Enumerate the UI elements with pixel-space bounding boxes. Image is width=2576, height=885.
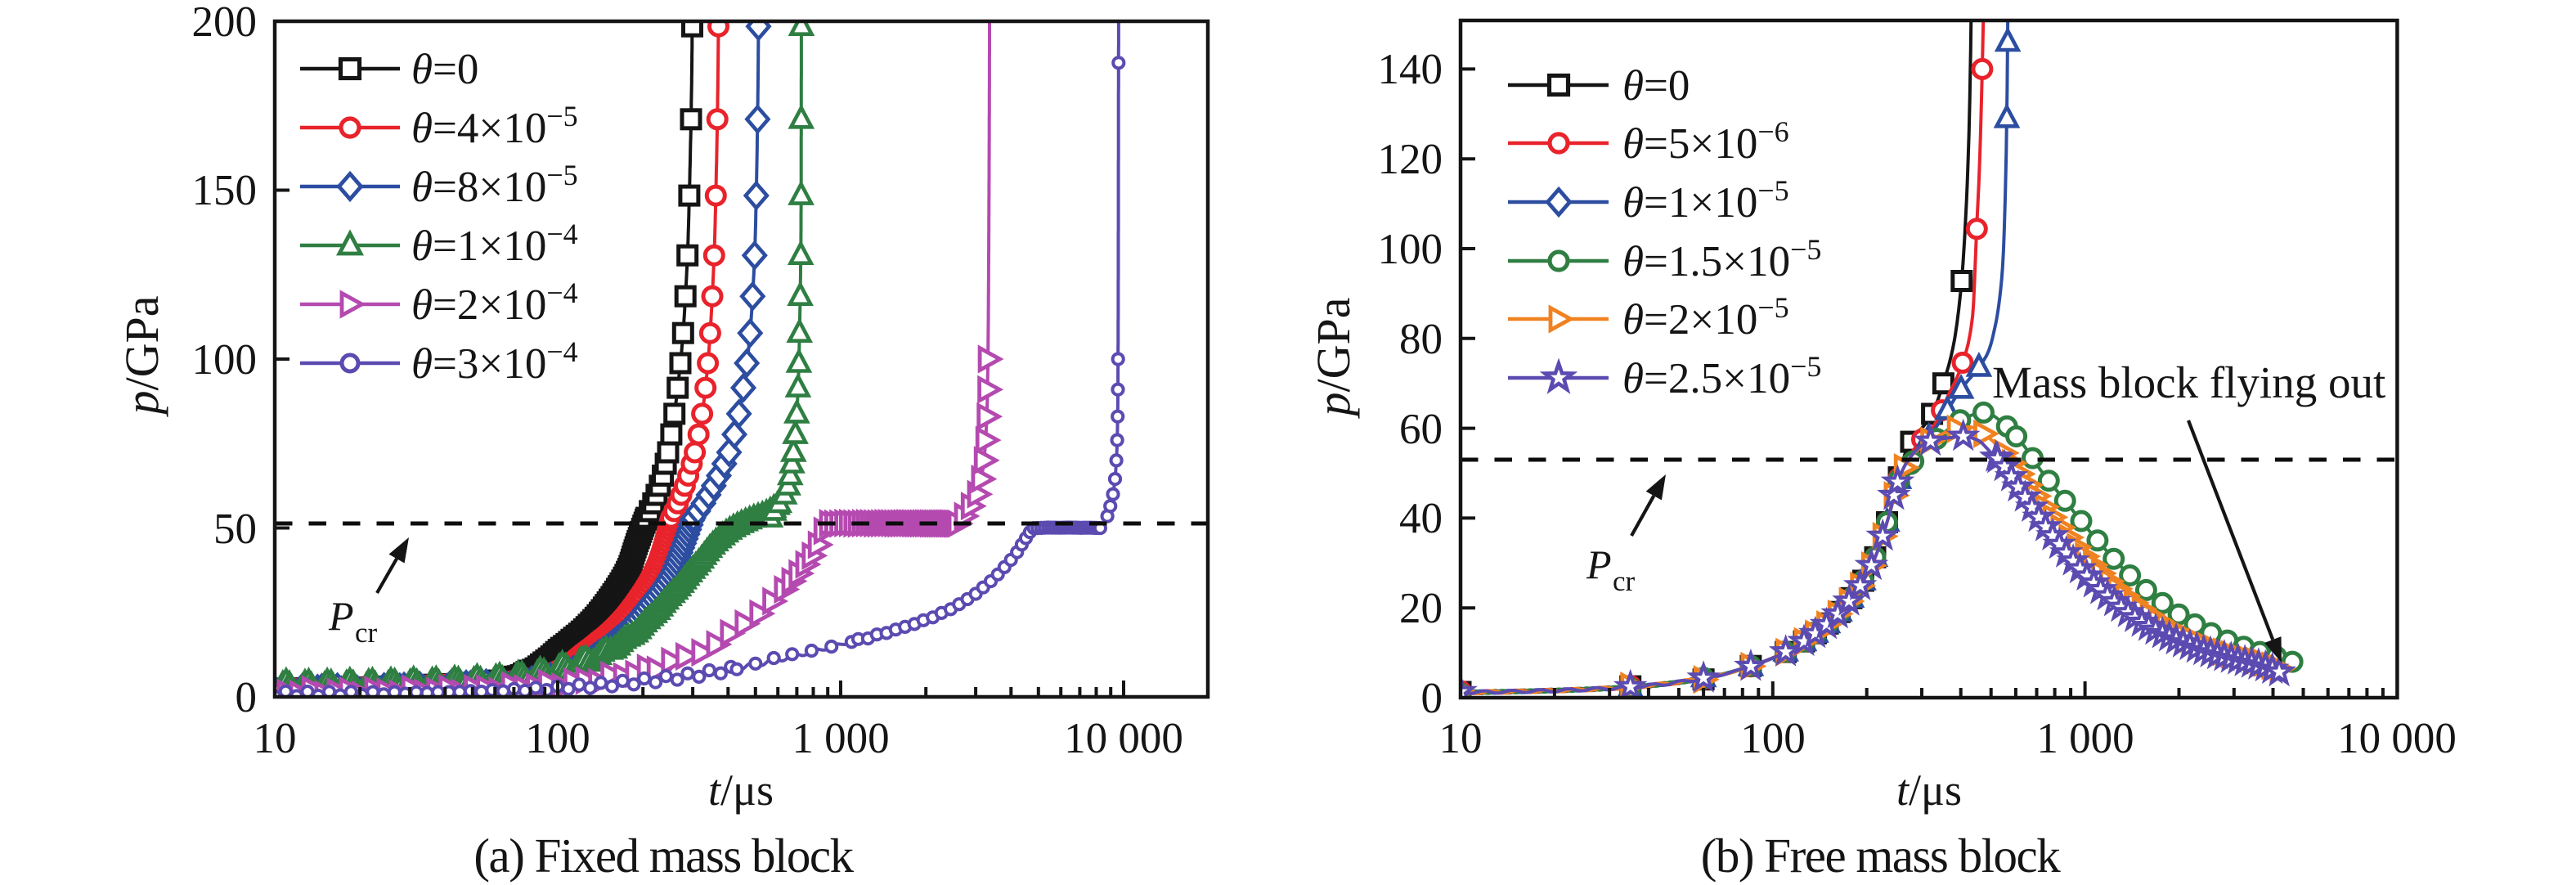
svg-text:0: 0 xyxy=(236,674,258,721)
svg-text:10 000: 10 000 xyxy=(1064,715,1183,762)
svg-text:100: 100 xyxy=(525,715,590,762)
svg-text:θ=0: θ=0 xyxy=(411,46,478,93)
svg-text:p/GPa: p/GPa xyxy=(115,296,168,418)
svg-text:10: 10 xyxy=(1439,715,1483,762)
svg-text:P: P xyxy=(1586,541,1612,587)
svg-text:40: 40 xyxy=(1399,495,1443,542)
svg-text:θ=1.5×10−5: θ=1.5×10−5 xyxy=(1622,233,1821,285)
svg-text:p/GPa: p/GPa xyxy=(1307,298,1360,420)
svg-text:(b) Free mass block: (b) Free mass block xyxy=(1701,829,2061,883)
svg-text:80: 80 xyxy=(1399,316,1443,363)
svg-text:t/μs: t/μs xyxy=(708,766,774,815)
svg-text:cr: cr xyxy=(1613,565,1636,597)
svg-text:θ=0: θ=0 xyxy=(1622,62,1690,110)
svg-text:0: 0 xyxy=(1421,675,1443,722)
svg-text:1 000: 1 000 xyxy=(2036,715,2134,762)
svg-text:10: 10 xyxy=(254,715,297,762)
svg-text:(a) Fixed mass block: (a) Fixed mass block xyxy=(473,829,854,883)
svg-text:Mass block flying out: Mass block flying out xyxy=(1992,357,2385,407)
svg-text:1 000: 1 000 xyxy=(792,715,889,762)
svg-text:150: 150 xyxy=(192,167,258,214)
svg-text:100: 100 xyxy=(1740,715,1806,762)
svg-text:20: 20 xyxy=(1399,585,1443,632)
svg-text:10 000: 10 000 xyxy=(2337,715,2457,762)
svg-text:cr: cr xyxy=(355,617,378,649)
svg-text:200: 200 xyxy=(192,0,258,46)
svg-text:t/μs: t/μs xyxy=(1896,766,1962,815)
svg-text:100: 100 xyxy=(1378,226,1443,273)
svg-text:120: 120 xyxy=(1378,136,1443,183)
svg-text:50: 50 xyxy=(213,505,257,553)
svg-text:140: 140 xyxy=(1378,46,1443,93)
svg-text:60: 60 xyxy=(1399,406,1443,453)
svg-text:100: 100 xyxy=(192,336,258,384)
svg-text:θ=2.5×10−5: θ=2.5×10−5 xyxy=(1622,350,1821,402)
svg-text:P: P xyxy=(328,593,354,639)
